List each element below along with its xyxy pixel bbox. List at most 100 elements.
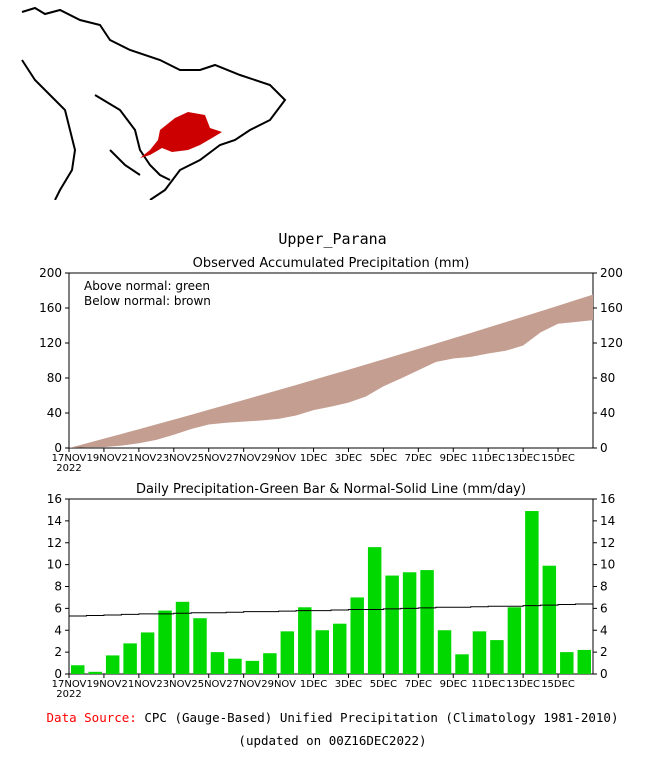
- y-tick-label-right: 40: [600, 406, 615, 420]
- y-tick-label: 160: [39, 301, 62, 315]
- region-locator-map: [21, 6, 287, 200]
- daily-bar: [158, 610, 172, 674]
- daily-bar: [577, 649, 591, 674]
- daily-bar: [402, 572, 417, 674]
- y-tick-label-right: 10: [600, 558, 615, 572]
- y-tick-label-right: 12: [600, 536, 615, 550]
- x-tick-label: 27NOV: [226, 453, 261, 464]
- chart-title: Daily Precipitation-Green Bar & Normal-S…: [136, 482, 526, 497]
- y-tick-label: 80: [47, 371, 62, 385]
- x-tick-label: 23NOV: [156, 453, 191, 464]
- y-tick-label: 0: [54, 441, 62, 455]
- x-tick-label: 25NOV: [191, 679, 226, 690]
- x-tick-label: 17NOV: [52, 453, 87, 464]
- legend-entry: Above normal: green: [84, 279, 210, 293]
- daily-bar: [245, 660, 260, 674]
- y-tick-label-right: 6: [600, 601, 608, 615]
- x-tick-label: 11DEC: [471, 453, 505, 464]
- daily-bar: [507, 607, 522, 674]
- x-tick-label: 27NOV: [226, 679, 261, 690]
- x-tick-label: 15DEC: [541, 679, 575, 690]
- chart-title: Observed Accumulated Precipitation (mm): [193, 256, 470, 271]
- y-tick-label-right: 0: [600, 441, 608, 455]
- x-tick-label: 13DEC: [506, 453, 540, 464]
- y-tick-label: 120: [39, 336, 62, 350]
- y-tick-label-right: 16: [600, 492, 615, 506]
- x-tick-label: 15DEC: [541, 453, 575, 464]
- daily-bar: [298, 607, 312, 674]
- data-source-label: Data Source:: [46, 710, 137, 725]
- daily-bar: [71, 665, 85, 674]
- y-tick-label: 4: [54, 623, 62, 637]
- daily-bar: [228, 658, 242, 674]
- y-tick-label-right: 4: [600, 623, 608, 637]
- daily-bar: [560, 652, 574, 674]
- daily-bar: [123, 643, 137, 674]
- updated-text: (updated on 00Z16DEC2022): [238, 733, 427, 748]
- daily-bar: [193, 618, 207, 674]
- daily-bar: [455, 654, 469, 674]
- y-tick-label: 8: [54, 580, 62, 594]
- y-tick-label: 16: [47, 492, 62, 506]
- south-america-outline: [21, 6, 287, 200]
- year-label: 2022: [56, 689, 81, 700]
- y-tick-label-right: 2: [600, 645, 608, 659]
- x-tick-label: 25NOV: [191, 453, 226, 464]
- daily-bar: [367, 547, 382, 674]
- x-tick-label: 9DEC: [440, 679, 467, 690]
- region-title: Upper_Parana: [278, 230, 387, 248]
- x-tick-label: 19NOV: [87, 679, 122, 690]
- x-tick-label: 3DEC: [335, 453, 362, 464]
- y-tick-label-right: 160: [600, 301, 623, 315]
- year-label: 2022: [56, 463, 81, 474]
- y-tick-label-right: 80: [600, 371, 615, 385]
- daily-bar: [437, 630, 452, 674]
- below-normal-band: [69, 294, 593, 448]
- daily-bar: [88, 671, 102, 674]
- y-tick-label-right: 8: [600, 580, 608, 594]
- x-tick-label: 13DEC: [506, 679, 540, 690]
- y-tick-label: 12: [47, 536, 62, 550]
- x-tick-label: 21NOV: [121, 453, 156, 464]
- x-tick-label: 1DEC: [300, 453, 327, 464]
- daily-bar: [333, 623, 347, 674]
- daily-bar: [420, 570, 434, 674]
- x-tick-label: 23NOV: [156, 679, 191, 690]
- x-tick-label: 17NOV: [52, 679, 87, 690]
- x-tick-label: 11DEC: [471, 679, 505, 690]
- x-tick-label: 7DEC: [405, 679, 432, 690]
- y-tick-label-right: 0: [600, 667, 608, 681]
- daily-bar: [472, 631, 487, 674]
- y-tick-label: 0: [54, 667, 62, 681]
- x-tick-label: 7DEC: [405, 453, 432, 464]
- x-tick-label: 5DEC: [370, 679, 397, 690]
- y-tick-label-right: 200: [600, 266, 623, 280]
- daily-chart: Daily Precipitation-Green Bar & Normal-S…: [47, 482, 616, 700]
- daily-bar: [280, 631, 295, 674]
- daily-bar: [385, 575, 399, 674]
- y-tick-label-right: 120: [600, 336, 623, 350]
- data-source: Data Source: CPC (Gauge-Based) Unified P…: [0, 710, 665, 725]
- legend-entry: Below normal: brown: [84, 294, 211, 308]
- daily-bar: [315, 630, 329, 674]
- y-tick-label-right: 14: [600, 514, 615, 528]
- normal-line: [69, 603, 593, 617]
- daily-bar: [542, 565, 557, 674]
- daily-bar: [210, 652, 225, 674]
- x-tick-label: 29NOV: [261, 453, 296, 464]
- x-tick-label: 1DEC: [300, 679, 327, 690]
- accumulated-chart: Observed Accumulated Precipitation (mm) 0…: [39, 256, 623, 474]
- x-tick-label: 29NOV: [261, 679, 296, 690]
- y-tick-label: 40: [47, 406, 62, 420]
- data-source-text: CPC (Gauge-Based) Unified Precipitation …: [144, 710, 619, 725]
- daily-bar: [175, 601, 190, 674]
- y-tick-label: 10: [47, 558, 62, 572]
- y-tick-label: 14: [47, 514, 62, 528]
- x-tick-label: 5DEC: [370, 453, 397, 464]
- y-tick-label: 200: [39, 266, 62, 280]
- upper-parana-region: [140, 112, 222, 158]
- x-tick-label: 9DEC: [440, 453, 467, 464]
- daily-bar: [105, 655, 120, 674]
- y-tick-label: 2: [54, 645, 62, 659]
- daily-bar: [263, 653, 277, 674]
